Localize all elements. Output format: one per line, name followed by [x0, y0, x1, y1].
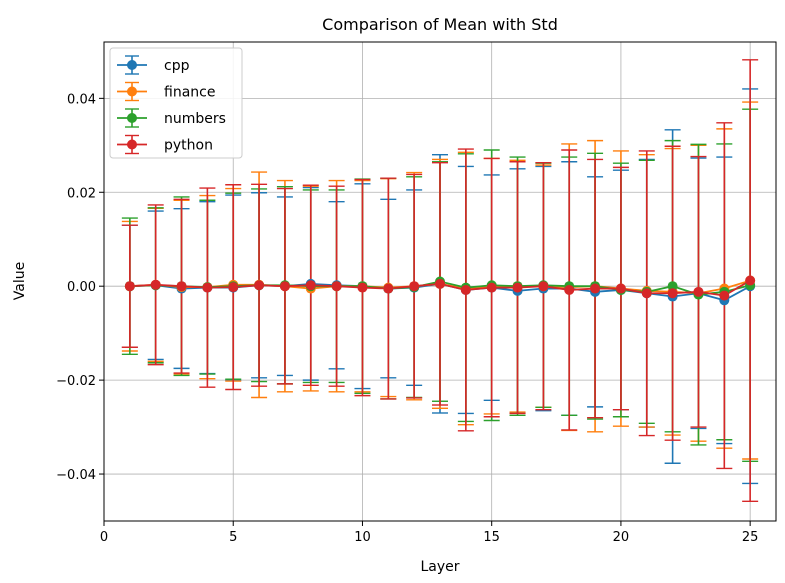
legend-label: finance	[164, 85, 215, 101]
legend-entry-numbers: numbers	[117, 108, 226, 128]
data-point-python	[228, 282, 239, 293]
data-point-python	[357, 282, 368, 293]
data-point-python	[641, 288, 652, 299]
legend-box	[109, 47, 243, 159]
data-point-python	[693, 286, 704, 297]
data-point-python	[279, 281, 290, 292]
y-axis-label: Value	[12, 262, 28, 300]
data-point-python	[538, 281, 549, 292]
data-points	[124, 275, 756, 306]
data-point-python	[254, 280, 265, 291]
x-tick-label: 20	[613, 530, 630, 545]
y-tick-label: 0.02	[67, 186, 96, 201]
data-point-numbers	[667, 281, 678, 292]
legend-entry-cpp: cpp	[117, 55, 190, 75]
data-point-python	[486, 282, 497, 293]
legend-label: numbers	[164, 111, 226, 127]
chart-title: Comparison of Mean with Std	[322, 15, 558, 34]
data-point-python	[460, 284, 471, 295]
data-point-python	[331, 281, 342, 292]
data-point-python	[176, 281, 187, 292]
y-tick-label: −0.02	[56, 374, 96, 389]
data-point-python	[150, 279, 161, 290]
data-point-python	[719, 290, 730, 301]
y-tick-label: 0.00	[67, 280, 96, 295]
legend-marker	[127, 60, 137, 70]
x-tick-label: 0	[100, 530, 108, 545]
legend-marker	[127, 86, 137, 97]
data-point-python	[305, 280, 316, 291]
y-tick-label: −0.04	[56, 468, 96, 483]
data-point-python	[615, 283, 626, 294]
legend-entry-python: python	[117, 134, 213, 155]
data-point-python	[435, 278, 445, 289]
x-tick-label: 25	[742, 530, 759, 545]
x-tick-label: 5	[229, 530, 237, 545]
data-point-python	[409, 281, 420, 292]
plot-frame	[103, 41, 777, 522]
legend-label: cpp	[164, 58, 190, 74]
y-tick-label: 0.04	[67, 92, 96, 107]
data-point-python	[124, 281, 135, 292]
legend-label: python	[164, 138, 213, 154]
legend: cpp finance numbers python	[109, 47, 243, 159]
data-point-python	[667, 288, 678, 299]
data-point-python	[202, 282, 213, 293]
data-point-python	[564, 284, 575, 295]
legend-marker	[127, 113, 137, 123]
x-axis-ticks: 0 5 10 15 20 25	[100, 521, 759, 545]
y-axis-ticks: −0.04 −0.02 0.00 0.02 0.04	[56, 92, 104, 483]
data-point-python	[590, 283, 601, 294]
x-tick-label: 10	[354, 530, 371, 545]
x-tick-label: 15	[483, 530, 500, 545]
data-point-python	[383, 283, 394, 294]
data-point-python	[512, 282, 523, 293]
legend-entry-finance: finance	[117, 81, 215, 102]
legend-marker	[127, 139, 137, 150]
data-point-python	[745, 275, 756, 286]
x-axis-label: Layer	[420, 559, 459, 575]
